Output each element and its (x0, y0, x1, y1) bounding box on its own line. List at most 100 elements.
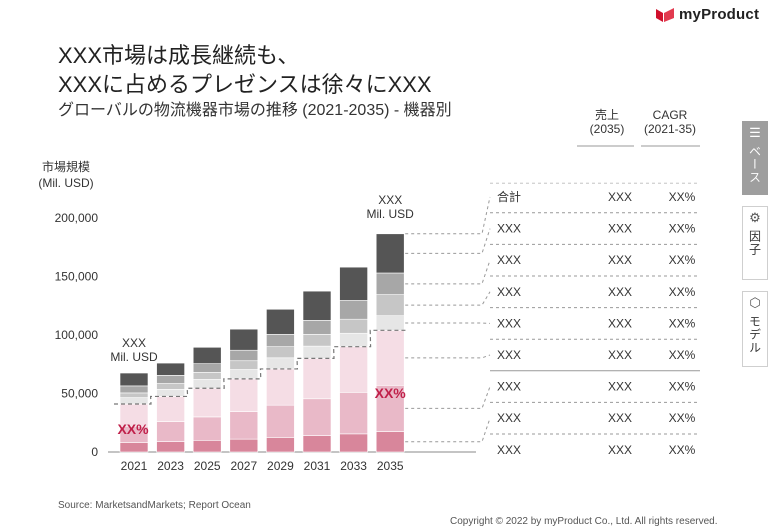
bar-segment-2023-s0 (156, 441, 185, 453)
y-axis-unit: (Mil. USD) (38, 176, 93, 190)
bar-segment-2025-s2 (192, 387, 222, 418)
table-row-cagr: XX% (669, 348, 696, 362)
bar-segment-2021-s0 (119, 442, 149, 453)
table-row-sales: XXX (608, 348, 632, 362)
bar-segment-2033-s5 (339, 300, 368, 320)
bar-segment-2027-s6 (229, 328, 259, 351)
last-total-unit: Mil. USD (367, 207, 415, 221)
bar-segment-2023-s2 (156, 396, 185, 422)
table-connector (405, 196, 491, 235)
table-row-sales: XXX (608, 443, 632, 457)
x-tick-label: 2023 (157, 459, 184, 473)
bar-segment-2021-s3 (119, 397, 149, 405)
side-tab-base-label: ベース (747, 145, 762, 184)
table-connector (405, 418, 491, 443)
bar-segment-2031-s1 (302, 398, 332, 436)
table-row-name: XXX (497, 411, 521, 425)
y-tick-label: 50,000 (61, 387, 98, 401)
bar-segment-2025-s4 (192, 372, 222, 380)
x-tick-label: 2027 (230, 459, 257, 473)
cagr-header: CAGR (2021-35) (640, 108, 700, 136)
bar-segment-2029-s6 (266, 308, 295, 335)
table-row-cagr: XX% (669, 190, 696, 204)
bar-segment-2029-s4 (266, 346, 295, 359)
bar-segment-2027-s4 (229, 360, 259, 370)
bar-segment-2023-s3 (156, 389, 185, 397)
table-row-name: XXX (497, 316, 521, 330)
bar-segment-2035-s6 (375, 233, 405, 274)
brand-logo: myProduct (655, 6, 759, 23)
bar-segment-2027-s3 (229, 369, 259, 380)
x-tick-label: 2029 (267, 459, 294, 473)
bar-segment-2029-s5 (266, 334, 295, 348)
cube-icon: ⬡ (749, 295, 761, 310)
sales-header-label: 売上 (594, 108, 619, 122)
bar-segment-2025-s0 (192, 439, 222, 453)
x-tick-label: 2021 (121, 459, 148, 473)
bar-segment-2035-s2 (375, 330, 405, 386)
bar-segment-2035-s4 (375, 294, 405, 316)
table-row-sales: XXX (608, 411, 632, 425)
layers-icon: ☰ (749, 125, 761, 140)
bar-segment-2033-s0 (339, 433, 368, 453)
side-tab-base[interactable]: ☰ ベース (742, 121, 768, 195)
bar-segment-2025-s1 (192, 416, 222, 441)
factor-icon: ⚙ (749, 210, 761, 225)
bar-segment-2031-s3 (302, 345, 332, 359)
first-total-unit: Mil. USD (110, 350, 158, 364)
last-total-label: XXX (378, 193, 402, 207)
sales-header-period: (2035) (589, 122, 625, 136)
brand-logo-icon (656, 7, 674, 22)
table-connector (405, 354, 491, 359)
bar-segment-2033-s3 (339, 332, 368, 347)
table-row-name: XXX (497, 253, 521, 267)
table-row-sales: XXX (608, 285, 632, 299)
table-row-cagr: XX% (669, 380, 696, 394)
table-row-sales: XXX (608, 222, 632, 236)
bar-segment-2031-s6 (302, 290, 332, 321)
y-tick-label: 0 (91, 445, 98, 459)
table-connector (405, 260, 491, 285)
bar-segment-2033-s4 (339, 318, 368, 334)
table-row-cagr: XX% (669, 253, 696, 267)
x-tick-label: 2035 (377, 459, 404, 473)
bar-segment-2029-s3 (266, 357, 295, 370)
bar-segment-2023-s5 (156, 375, 185, 384)
y-tick-label: 150,000 (55, 270, 99, 284)
side-tab-model[interactable]: ⬡ モデル (742, 291, 768, 367)
bar-segment-2035-s5 (375, 272, 405, 295)
table-row-name: XXX (497, 285, 521, 299)
bar-segment-2031-s4 (302, 334, 332, 347)
copyright-note: Copyright © 2022 by myProduct Co., Ltd. … (450, 516, 718, 527)
table-row-name: XXX (497, 380, 521, 394)
bar-segment-2031-s0 (302, 435, 332, 453)
table-row-sales: XXX (608, 316, 632, 330)
bar-segment-2035-s0 (375, 431, 405, 453)
table-row-name: XXX (497, 348, 521, 362)
table-row-cagr: XX% (669, 316, 696, 330)
share-label-first: XX% (117, 421, 149, 437)
table-connector (405, 291, 491, 306)
bar-segment-2027-s1 (229, 411, 259, 440)
x-tick-label: 2025 (194, 459, 221, 473)
page-title-line1: XXX市場は成長継続も、 (58, 43, 300, 68)
bar-segment-2021-s6 (119, 372, 149, 387)
table-row-cagr: XX% (669, 443, 696, 457)
y-axis-label: 市場規模 (42, 159, 90, 174)
bar-segment-2035-s1 (375, 385, 405, 432)
brand-name: myProduct (679, 6, 760, 23)
side-tab-factor-label: 因子 (747, 230, 762, 256)
bar-segment-2031-s5 (302, 320, 332, 335)
bar-segment-2029-s0 (266, 437, 295, 453)
bar-segment-2035-s3 (375, 315, 405, 331)
table-row-sales: XXX (608, 190, 632, 204)
source-note: Source: MarketsandMarkets; Report Ocean (58, 500, 251, 511)
bar-segment-2023-s4 (156, 383, 185, 390)
sales-header: 売上 (2035) (583, 108, 631, 136)
pink-share-trend-line (114, 329, 408, 405)
bar-segment-2031-s2 (302, 358, 332, 400)
y-tick-label: 100,000 (55, 328, 99, 342)
bar-segment-2021-s5 (119, 385, 149, 394)
y-tick-label: 200,000 (55, 211, 99, 225)
cagr-header-period: (2021-35) (643, 122, 697, 136)
